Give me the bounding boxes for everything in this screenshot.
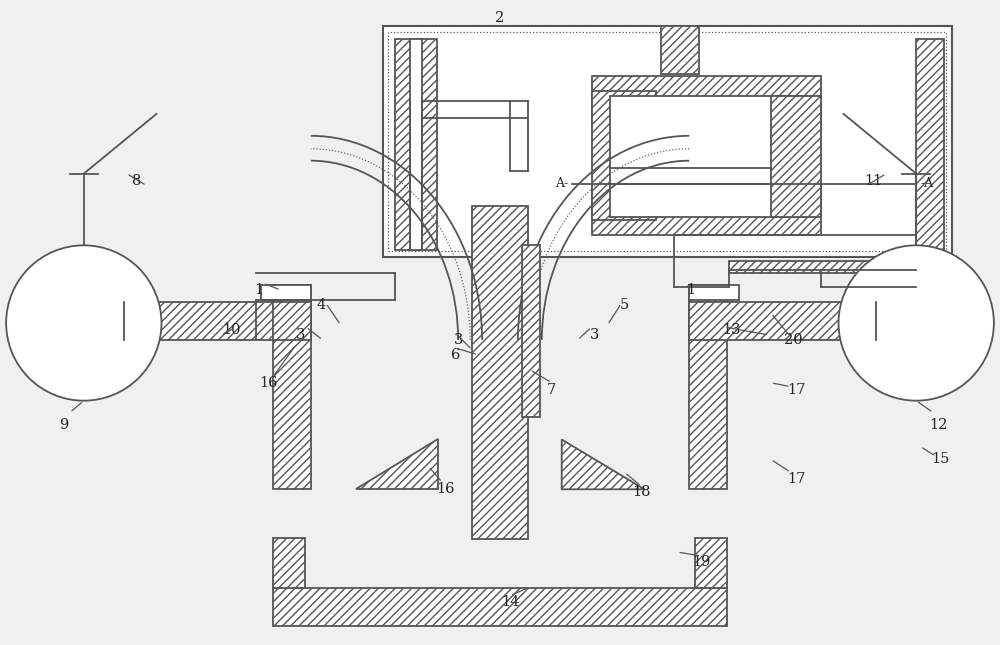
Bar (729, 261, 916, 273)
Text: 5: 5 (620, 298, 629, 312)
Text: 3: 3 (590, 328, 599, 342)
Bar (689, 285, 739, 300)
Text: 8: 8 (132, 174, 141, 188)
Bar (124, 302, 311, 340)
Text: 11: 11 (864, 174, 883, 188)
Text: 6: 6 (451, 348, 460, 362)
Text: 17: 17 (788, 472, 806, 486)
Bar (592, 76, 821, 128)
Bar (273, 285, 311, 490)
Text: 13: 13 (722, 323, 740, 337)
Bar (273, 588, 727, 626)
Text: 17: 17 (788, 382, 806, 397)
Text: 7: 7 (547, 382, 556, 397)
Bar (410, 39, 422, 250)
Text: 18: 18 (632, 485, 651, 499)
Bar (689, 302, 876, 340)
Text: 16: 16 (260, 376, 278, 390)
Bar (395, 39, 437, 250)
Text: 14: 14 (501, 595, 519, 609)
Bar (522, 245, 540, 417)
Bar (383, 26, 952, 257)
Bar (592, 91, 656, 221)
Bar (261, 285, 311, 300)
Text: 1: 1 (687, 283, 696, 297)
Bar (273, 538, 305, 588)
Text: 2: 2 (495, 12, 505, 25)
Bar (771, 96, 821, 217)
Bar (689, 285, 727, 490)
Bar (916, 39, 944, 250)
Bar (661, 26, 699, 74)
Text: 12: 12 (929, 417, 947, 432)
Circle shape (839, 245, 994, 401)
Text: -A: -A (920, 177, 933, 190)
Text: 3: 3 (453, 333, 463, 347)
Text: 9: 9 (59, 417, 69, 432)
Bar (388, 32, 946, 252)
Bar (592, 184, 821, 235)
Text: 16: 16 (436, 482, 454, 496)
Bar (472, 206, 528, 539)
Bar (610, 96, 809, 217)
Bar (695, 538, 727, 588)
Text: 1: 1 (254, 283, 264, 297)
Circle shape (6, 245, 161, 401)
Polygon shape (562, 439, 644, 490)
Text: 10: 10 (222, 323, 240, 337)
Text: 15: 15 (931, 452, 949, 466)
Text: A-: A- (555, 177, 568, 190)
Text: 3: 3 (296, 328, 306, 342)
Text: 19: 19 (692, 555, 710, 569)
Polygon shape (356, 439, 438, 490)
Text: 4: 4 (316, 298, 325, 312)
Text: 20: 20 (784, 333, 803, 347)
